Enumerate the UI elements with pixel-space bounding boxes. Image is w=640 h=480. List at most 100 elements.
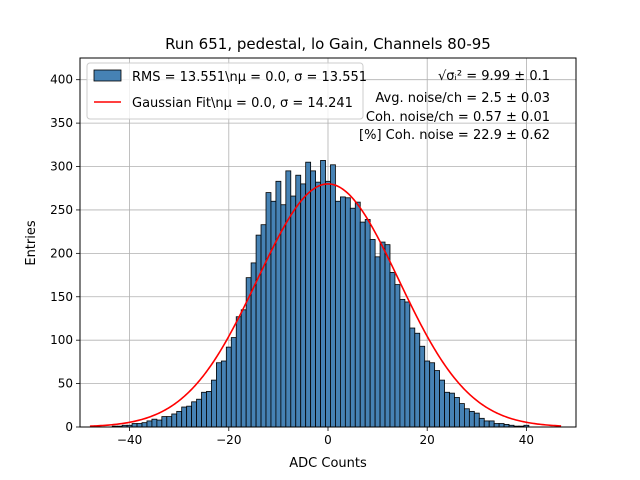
histogram-bar bbox=[364, 219, 371, 428]
legend: RMS = 13.551\nμ = 0.0, σ = 13.551 Gaussi… bbox=[86, 62, 367, 120]
y-tick-label: 400 bbox=[50, 73, 73, 87]
histogram-bar bbox=[449, 392, 455, 428]
histogram-bar bbox=[166, 416, 173, 428]
histogram-bar bbox=[409, 327, 416, 428]
annotation-coh-noise-percent: [%] Coh. noise = 22.9 ± 0.62 bbox=[359, 128, 550, 143]
histogram-bar bbox=[186, 405, 192, 428]
histogram-bar bbox=[161, 416, 168, 428]
histogram-bar bbox=[394, 284, 401, 428]
x-axis-label: ADC Counts bbox=[289, 456, 367, 471]
histogram-bar bbox=[191, 401, 197, 428]
histogram-bar bbox=[310, 170, 317, 428]
histogram-bar bbox=[444, 391, 450, 428]
histogram-bar bbox=[235, 316, 242, 428]
histogram-bar bbox=[488, 420, 495, 428]
histogram-bar bbox=[280, 204, 287, 428]
histogram-bar bbox=[151, 418, 158, 428]
y-tick-label: 100 bbox=[50, 333, 73, 347]
chart-title: Run 651, pedestal, lo Gain, Channels 80-… bbox=[165, 35, 491, 53]
y-tick-label: 50 bbox=[58, 377, 73, 391]
histogram-bar bbox=[404, 301, 411, 428]
histogram-bar bbox=[315, 181, 321, 428]
histogram-bar bbox=[295, 174, 302, 428]
histogram-bar bbox=[493, 423, 500, 428]
histogram-bar bbox=[156, 419, 163, 428]
annotations: √σᵢ² = 9.99 ± 0.1 Avg. noise/ch = 2.5 ± … bbox=[359, 69, 550, 143]
x-axis-ticks: −40 −20 0 20 40 bbox=[117, 427, 534, 447]
histogram-bar bbox=[483, 420, 490, 428]
histogram-bar bbox=[463, 408, 470, 428]
histogram-bar bbox=[354, 201, 361, 428]
histogram-bar bbox=[419, 345, 426, 428]
legend-label-fit: Gaussian Fit\nμ = 0.0, σ = 14.241 bbox=[132, 96, 353, 111]
histogram-bar bbox=[498, 423, 505, 428]
histogram-bar bbox=[300, 183, 307, 428]
x-tick-label: −40 bbox=[117, 433, 142, 447]
histogram-bar bbox=[285, 170, 292, 428]
histogram-bar bbox=[290, 195, 297, 428]
histogram-bar bbox=[131, 423, 138, 428]
histogram-bar bbox=[349, 207, 356, 428]
histogram-bar bbox=[146, 420, 153, 428]
histogram-bar bbox=[171, 413, 178, 428]
y-tick-label: 300 bbox=[50, 160, 73, 174]
histogram-bar bbox=[434, 370, 441, 428]
histogram-bars bbox=[111, 160, 530, 428]
histogram-bar bbox=[196, 398, 202, 428]
y-tick-label: 0 bbox=[65, 420, 73, 434]
histogram-bar bbox=[215, 362, 222, 428]
histogram-bar bbox=[344, 197, 351, 428]
histogram-bar bbox=[330, 164, 336, 428]
histogram-bar bbox=[320, 160, 326, 428]
histogram-bar bbox=[389, 272, 396, 428]
histogram-bar bbox=[429, 362, 436, 428]
histogram-bar bbox=[206, 391, 212, 428]
histogram-bar bbox=[379, 241, 386, 428]
histogram-bar bbox=[270, 200, 277, 428]
histogram-bar bbox=[220, 360, 227, 428]
histogram-bar bbox=[305, 161, 312, 428]
histogram-bar bbox=[424, 360, 431, 428]
histogram-bar bbox=[459, 403, 465, 428]
histogram-bar bbox=[275, 180, 282, 428]
histogram-bar bbox=[414, 332, 421, 428]
histogram-bar bbox=[230, 337, 237, 428]
legend-swatch-histogram bbox=[93, 69, 122, 82]
y-tick-label: 350 bbox=[50, 116, 73, 130]
legend-label-histogram: RMS = 13.551\nμ = 0.0, σ = 13.551 bbox=[132, 70, 367, 85]
y-tick-label: 150 bbox=[50, 290, 73, 304]
x-tick-label: −20 bbox=[216, 433, 241, 447]
x-tick-label: 0 bbox=[324, 433, 332, 447]
annotation-coh-noise: Coh. noise/ch = 0.57 ± 0.01 bbox=[366, 110, 550, 125]
x-tick-label: 20 bbox=[420, 433, 435, 447]
histogram-bar bbox=[141, 422, 148, 428]
histogram-bar bbox=[211, 379, 217, 428]
histogram-bar bbox=[369, 239, 376, 428]
histogram-bar bbox=[374, 256, 381, 428]
histogram-bar bbox=[439, 379, 445, 428]
histogram-bar bbox=[399, 298, 406, 428]
histogram-bar bbox=[255, 234, 262, 428]
gaussian-fit-line bbox=[89, 183, 562, 427]
histogram-bar bbox=[260, 224, 267, 428]
y-tick-label: 200 bbox=[50, 246, 73, 260]
histogram-bar bbox=[136, 423, 143, 428]
histogram-bar bbox=[225, 346, 232, 428]
y-tick-label: 250 bbox=[50, 203, 73, 217]
histogram-bar bbox=[384, 244, 391, 428]
annotation-avg-noise: Avg. noise/ch = 2.5 ± 0.03 bbox=[375, 91, 550, 106]
histogram-bar bbox=[265, 192, 272, 428]
histogram-bar bbox=[339, 196, 346, 428]
y-axis-ticks: 0 50 100 150 200 250 300 350 400 bbox=[50, 73, 80, 434]
histogram-bar bbox=[240, 309, 247, 428]
y-axis-label: Entries bbox=[24, 220, 39, 266]
histogram-bar bbox=[473, 412, 480, 428]
histogram-bar bbox=[454, 397, 460, 428]
annotation-sigma: √σᵢ² = 9.99 ± 0.1 bbox=[438, 69, 550, 84]
histogram-bar bbox=[335, 200, 341, 428]
histogram-bar bbox=[325, 180, 331, 428]
x-tick-label: 40 bbox=[519, 433, 534, 447]
histogram-bar bbox=[468, 410, 475, 428]
histogram-bar bbox=[181, 406, 188, 428]
